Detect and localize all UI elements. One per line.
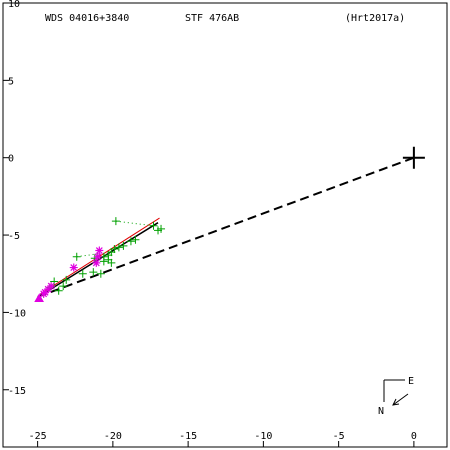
- observation-markers: [34, 217, 166, 302]
- y-tick-label: -5: [8, 231, 20, 242]
- plus-marker: [107, 258, 116, 267]
- y-tick-label: -15: [8, 386, 26, 397]
- y-tick-label: 5: [8, 76, 14, 87]
- compass-rose: E N: [378, 376, 414, 417]
- y-tick-label: 0: [8, 154, 14, 165]
- y-tick-label: -10: [8, 308, 26, 319]
- plus-marker: [119, 241, 128, 250]
- asterisk-marker: [93, 252, 102, 261]
- fit-line-solid: [40, 217, 160, 295]
- plus-marker: [154, 226, 163, 235]
- header-center: STF 476AB: [185, 13, 239, 24]
- compass-arrow-head: [392, 398, 400, 406]
- x-axis-ticks: -25 -20 -15 -10 -5 0: [29, 431, 417, 447]
- asterisk-marker: [69, 263, 78, 272]
- y-tick-label: 10: [8, 0, 20, 10]
- x-tick-label: -5: [333, 431, 345, 442]
- plus-marker: [114, 243, 123, 252]
- asterisk-marker: [44, 285, 53, 294]
- plus-marker: [59, 282, 68, 291]
- asterisk-marker: [95, 246, 104, 255]
- x-tick-label: -20: [104, 431, 122, 442]
- plus-marker: [131, 235, 140, 244]
- x-tick-label: -25: [29, 431, 47, 442]
- plus-marker: [96, 269, 105, 278]
- x-tick-label: -15: [179, 431, 197, 442]
- y-axis-ticks: 10 5 0 -5 -10 -15: [3, 0, 26, 397]
- compass-motion-arrow: [392, 393, 409, 406]
- plus-marker: [149, 221, 158, 230]
- fit-line-dashed: [37, 156, 415, 298]
- plus-marker: [62, 275, 71, 284]
- compass-east-label: E: [408, 376, 414, 387]
- plus-marker: [78, 269, 87, 278]
- compass-north-label: N: [378, 406, 384, 417]
- header-left: WDS 04016+3840: [45, 13, 129, 24]
- plus-marker: [72, 252, 81, 261]
- plus-marker: [126, 237, 135, 246]
- primary-plus-marker: [402, 146, 425, 169]
- asterisk-marker: [92, 258, 101, 267]
- plus-marker: [89, 268, 98, 277]
- plus-marker: [111, 217, 120, 226]
- plus-marker: [50, 277, 59, 286]
- asterisk-marker: [47, 282, 56, 291]
- header-right: (Hrt2017a): [345, 13, 405, 24]
- primary-star-marker: [402, 146, 425, 169]
- plus-marker: [54, 286, 63, 295]
- x-tick-label: -10: [254, 431, 272, 442]
- triangle-marker: [34, 293, 44, 302]
- plus-marker: [99, 257, 108, 266]
- asterisk-marker: [39, 289, 48, 298]
- x-tick-label: 0: [411, 431, 417, 442]
